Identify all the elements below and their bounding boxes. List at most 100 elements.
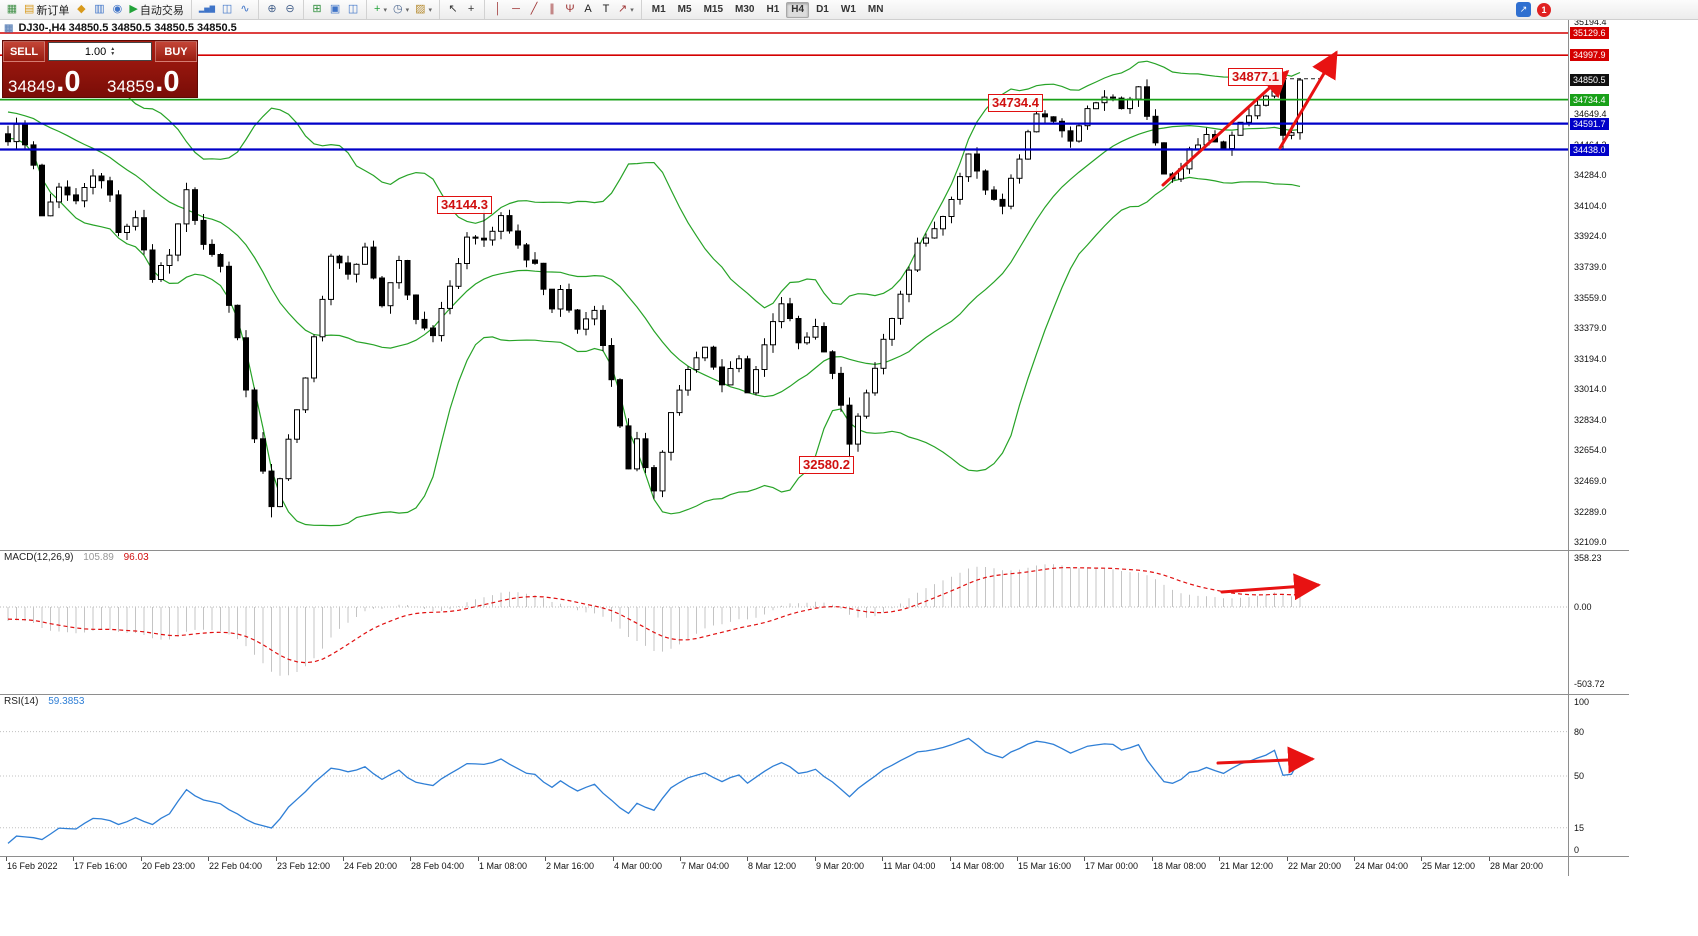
price-scale-label: 33014.0 — [1574, 384, 1607, 394]
buy-button[interactable]: BUY — [155, 41, 197, 62]
candle-body — [209, 243, 215, 255]
spinner-up-icon[interactable]: ▲ — [110, 45, 116, 52]
community-icon[interactable]: ↗ — [1516, 2, 1531, 17]
volume-input[interactable]: 1.00 ▲ ▼ — [48, 42, 152, 61]
price-scale[interactable]: 35194.434649.434464.334284.034104.033924… — [1568, 20, 1629, 876]
rsi-canvas[interactable] — [0, 694, 1568, 856]
timeframe-H1[interactable]: H1 — [766, 4, 780, 15]
text-icon[interactable]: A — [584, 3, 592, 15]
candle-body — [676, 389, 683, 414]
candle-body — [455, 263, 462, 287]
candle-body — [277, 478, 283, 508]
cursor-icon[interactable]: ↖ — [448, 3, 458, 15]
macd-canvas[interactable] — [0, 550, 1568, 694]
arrange-windows-icon[interactable]: ◫ — [347, 3, 359, 15]
price-annotation[interactable]: 34734.4 — [988, 94, 1043, 112]
candle-body — [583, 318, 589, 330]
new-chart-icon[interactable]: ▦ — [6, 3, 18, 15]
candle-body — [115, 194, 122, 233]
time-axis-tick — [950, 857, 951, 861]
rsi-pane[interactable]: RSI(14) 59.3853 — [0, 694, 1568, 856]
market-watch-icon[interactable]: ◆ — [77, 3, 86, 15]
pane-separator[interactable] — [0, 694, 1629, 695]
trend-arrows[interactable] — [1161, 50, 1338, 187]
price-annotation[interactable]: 34877.1 — [1228, 68, 1283, 86]
notification-badge[interactable]: 1 — [1537, 2, 1551, 17]
data-window-icon[interactable]: ▥ — [94, 3, 105, 15]
timeframe-M5[interactable]: M5 — [677, 4, 692, 15]
candle-body — [566, 289, 572, 311]
main-chart-pane[interactable]: ▦ DJ30-,H4 34850.5 34850.5 34850.5 34850… — [0, 20, 1568, 550]
sell-button[interactable]: SELL — [3, 41, 45, 62]
candle-body — [982, 170, 989, 191]
arrow-tools-icon[interactable]: ↗ ▾ — [618, 3, 634, 15]
trend-arrow — [1278, 50, 1338, 150]
pane-separator[interactable] — [0, 550, 1629, 551]
candle-body — [1076, 125, 1082, 142]
candle-body — [600, 309, 606, 346]
objects-group: + ▾ ◷ ▾ ▨ ▾ — [366, 0, 435, 19]
time-axis-label: 18 Mar 08:00 — [1153, 861, 1207, 871]
channel-icon[interactable]: ∥ — [549, 3, 555, 15]
navigator-icon[interactable]: ◉ — [112, 3, 123, 15]
candle-chart-icon[interactable]: ◫ — [221, 3, 233, 15]
indicators-icon[interactable]: + ▾ — [374, 3, 387, 15]
price-annotation[interactable]: 32580.2 — [799, 456, 854, 474]
candle-body — [617, 379, 623, 427]
timeframe-MN[interactable]: MN — [867, 4, 884, 15]
toolbar-groups: ▦ ▤ 新订单 ◆ ▥ ◉ ▶ 自动交易 ▂▅▇ ◫ ∿ ⊕ ⊖ ⊞ ▣ ◫ + ▾ ◷ ▾ ▨ ▾ ↖ + │ ─ ╱ ∥ Ψ A T ↗ ▾… — [3, 0, 889, 19]
volume-spinner[interactable]: ▲ ▼ — [110, 45, 116, 57]
time-axis-label: 24 Mar 04:00 — [1355, 861, 1409, 871]
cascade-windows-icon[interactable]: ▣ — [329, 3, 341, 15]
rsi-line — [7, 737, 1301, 844]
timeframe-M15[interactable]: M15 — [703, 4, 724, 15]
candle-body — [914, 242, 921, 271]
zoom-out-icon[interactable]: ⊖ — [285, 3, 295, 15]
time-axis-tick — [1084, 857, 1085, 861]
timeframe-M1[interactable]: M1 — [651, 4, 666, 15]
tile-windows-icon[interactable]: ⊞ — [312, 3, 322, 15]
price-chart-canvas[interactable] — [0, 20, 1568, 550]
spinner-down-icon[interactable]: ▼ — [110, 50, 116, 57]
candle-body — [413, 294, 419, 320]
macd-pane[interactable]: MACD(12,26,9) 105.89 96.03 — [0, 550, 1568, 694]
candle-body — [974, 153, 980, 172]
rsi-scale-label: 100 — [1574, 697, 1590, 707]
templates-icon[interactable]: ▨ ▾ — [415, 3, 433, 15]
rsi-trend-arrow[interactable] — [1216, 746, 1315, 774]
horizontal-line-icon[interactable]: ─ — [512, 3, 520, 15]
macd-signal-line — [7, 567, 1301, 664]
time-axis-tick — [1354, 857, 1355, 861]
candle-body — [1220, 141, 1227, 150]
periods-icon[interactable]: ◷ ▾ — [392, 3, 410, 15]
zoom-in-icon[interactable]: ⊕ — [267, 3, 277, 15]
timeframe-M30[interactable]: M30 — [735, 4, 755, 15]
timeframe-W1[interactable]: W1 — [840, 4, 856, 15]
candle-body — [515, 230, 521, 246]
crosshair-icon[interactable]: + — [467, 3, 475, 15]
new-order-button[interactable]: ▤ 新订单 — [24, 3, 70, 17]
candle-body — [1016, 158, 1023, 179]
autotrading-button[interactable]: ▶ 自动交易 — [129, 3, 184, 17]
bar-chart-icon[interactable]: ▂▅▇ — [198, 6, 216, 13]
candle-body — [124, 225, 130, 234]
sell-price-main: 34849 — [8, 77, 56, 96]
timeframe-D1[interactable]: D1 — [816, 4, 829, 15]
horizontal-lines[interactable] — [0, 32, 1568, 151]
trendline-icon[interactable]: ╱ — [530, 3, 538, 15]
time-axis-label: 17 Mar 00:00 — [1085, 861, 1139, 871]
pane-separator[interactable] — [0, 856, 1629, 857]
price-scale-label: 34284.0 — [1574, 170, 1607, 180]
line-chart-icon[interactable]: ∿ — [240, 3, 250, 15]
candle-body — [481, 237, 487, 241]
price-annotation[interactable]: 34144.3 — [437, 196, 492, 214]
label-icon[interactable]: T — [602, 3, 610, 15]
timeframe-H4[interactable]: H4 — [786, 1, 810, 18]
vertical-line-icon[interactable]: │ — [494, 3, 502, 15]
candle-body — [710, 346, 717, 368]
candle-body — [965, 153, 972, 178]
time-axis[interactable]: 16 Feb 2022 17 Feb 16:00 20 Feb 23:00 22 Fe… — [0, 856, 1568, 876]
price-scale-label: 32654.0 — [1574, 445, 1607, 455]
macd-trend-arrow[interactable] — [1220, 573, 1321, 601]
fibonacci-icon[interactable]: Ψ — [565, 3, 575, 15]
